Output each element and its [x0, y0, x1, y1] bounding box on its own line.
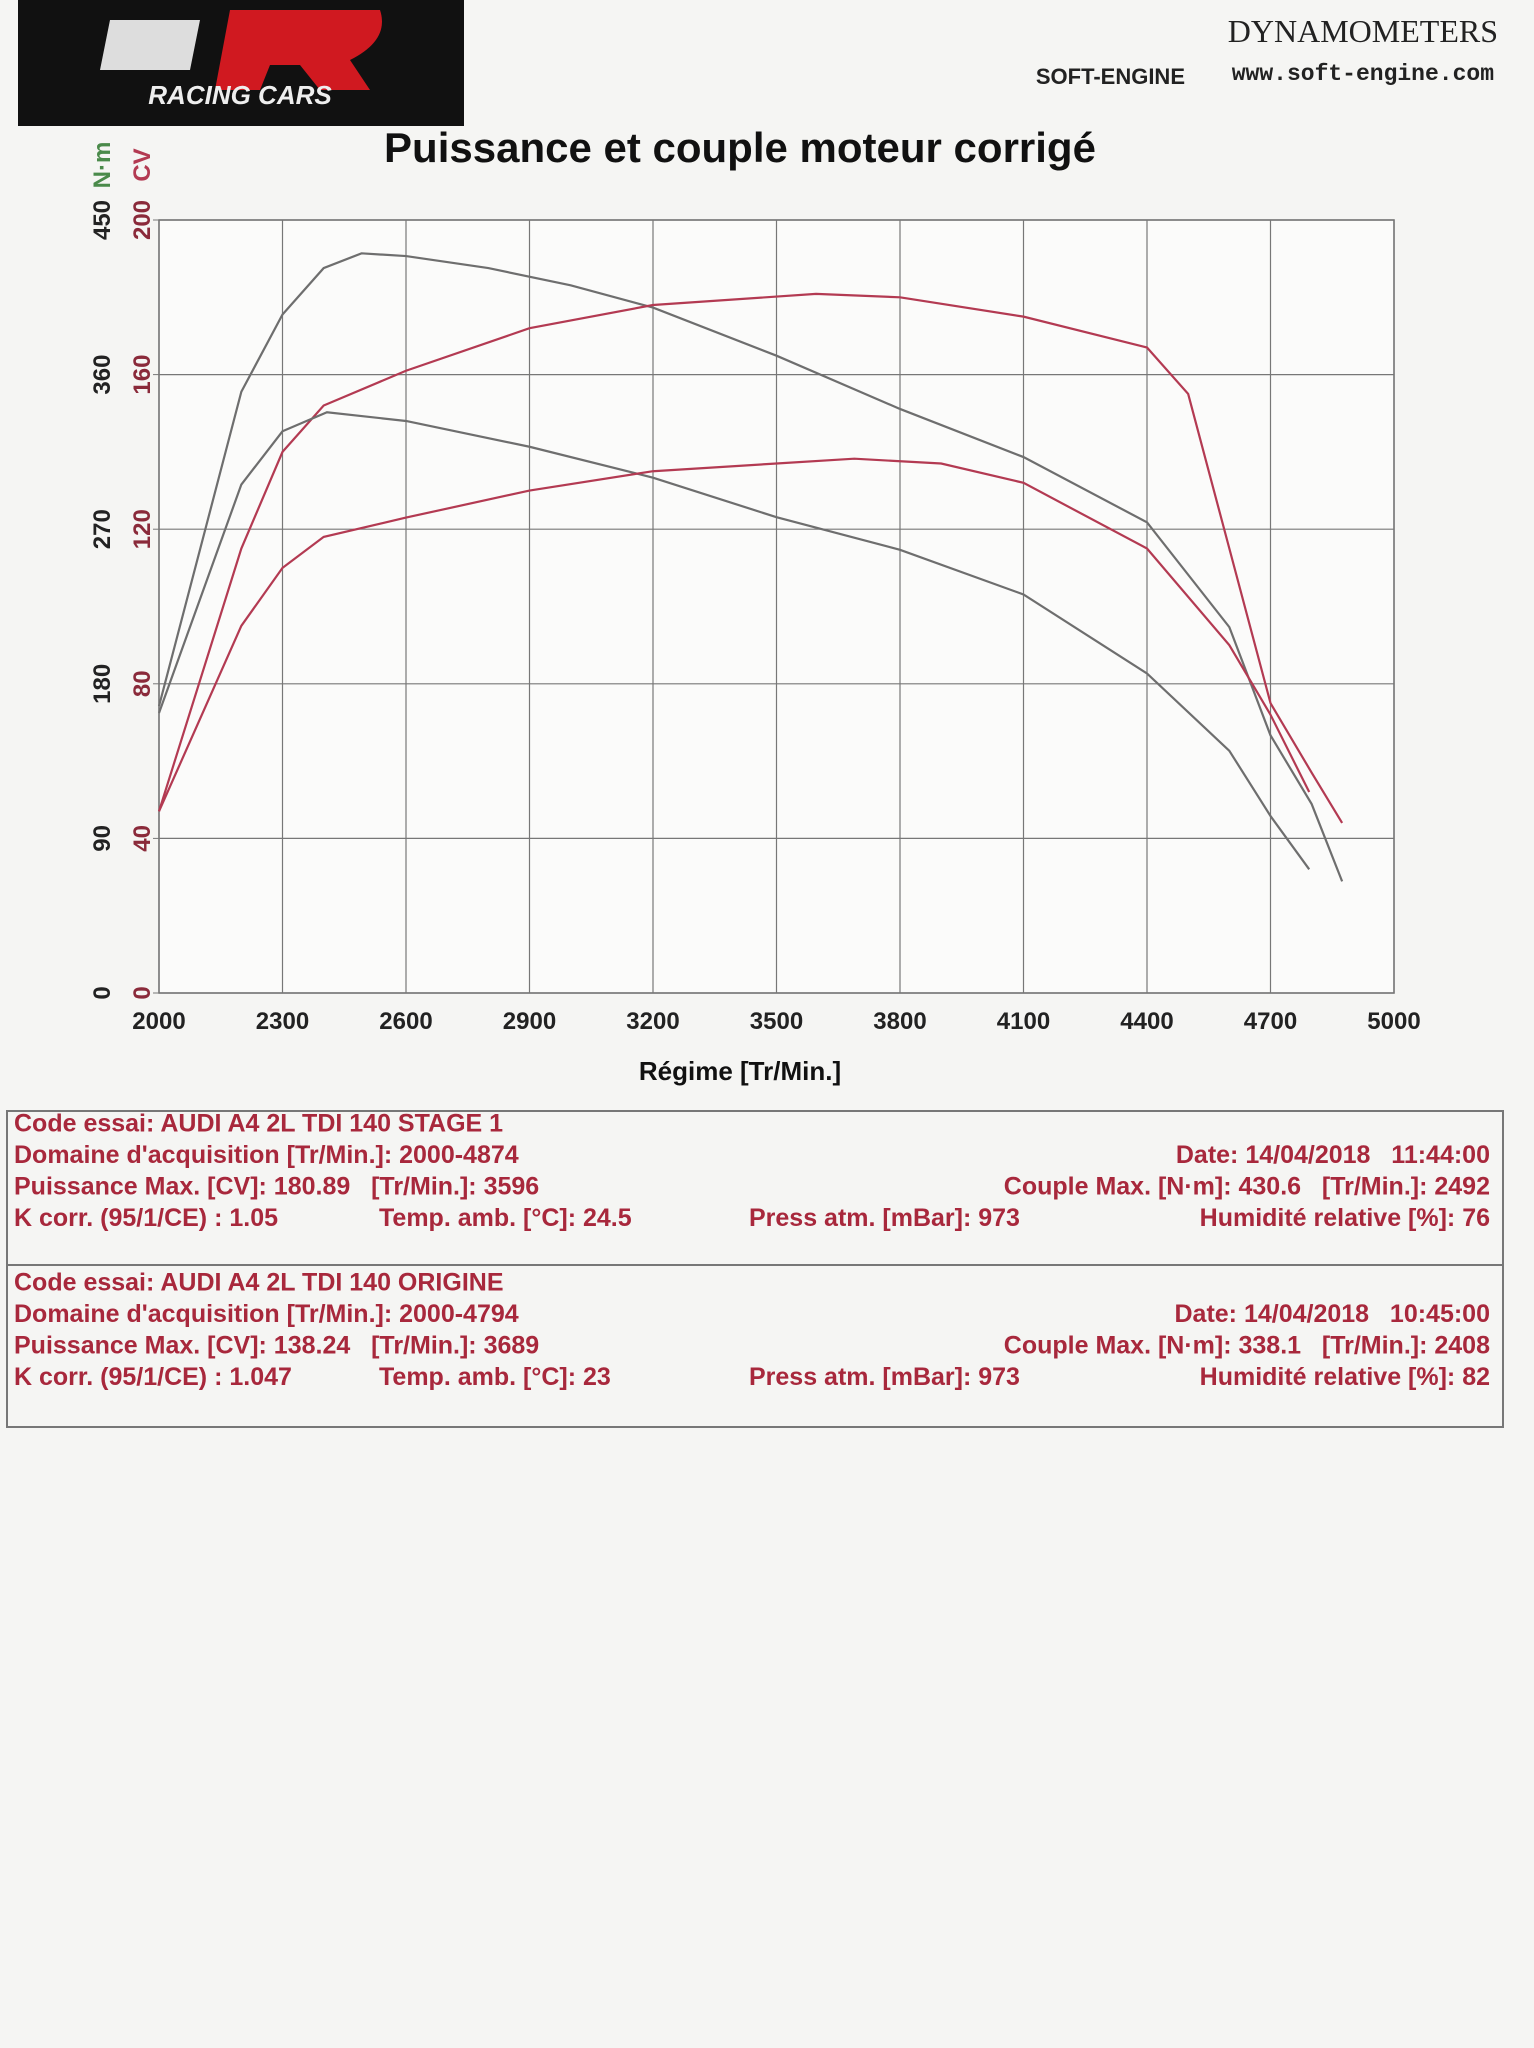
info-temp: Temp. amb. [°C]: 23: [379, 1363, 611, 1391]
x-tick-label: 5000: [1367, 1008, 1420, 1035]
x-tick-label: 2900: [503, 1008, 556, 1035]
info-humidite: Humidité relative [%]: 76: [1200, 1204, 1490, 1232]
chart-title: Puissance et couple moteur corrigé: [384, 124, 1096, 171]
x-tick-label: 2000: [132, 1008, 185, 1035]
x-tick-label: 3200: [626, 1008, 679, 1035]
info-kcorr: K corr. (95/1/CE) : 1.047: [14, 1363, 292, 1391]
info-humidite: Humidité relative [%]: 82: [1200, 1363, 1490, 1391]
info-couple: Couple Max. [N·m]: 338.1 [Tr/Min.]: 2408: [1004, 1332, 1490, 1360]
brand: DYNAMOMETERS: [1228, 13, 1498, 49]
y-tick-label: 360: [89, 355, 116, 395]
info-code: Code essai: AUDI A4 2L TDI 140 STAGE 1: [14, 1110, 503, 1138]
x-tick-label: 4100: [997, 1008, 1050, 1035]
info-date: Date: 14/04/2018 11:44:00: [1176, 1141, 1490, 1169]
logo-r: [215, 10, 382, 90]
y2-tick-label: 0: [129, 986, 156, 999]
y2-tick-label: 160: [129, 355, 156, 395]
series-line: [157, 457, 1311, 812]
y-tick-label: 450: [89, 200, 116, 240]
info-domaine: Domaine d'acquisition [Tr/Min.]: 2000-47…: [14, 1300, 519, 1328]
info-code: Code essai: AUDI A4 2L TDI 140 ORIGINE: [14, 1269, 504, 1297]
info-puissance: Puissance Max. [CV]: 138.24 [Tr/Min.]: 3…: [14, 1332, 539, 1360]
x-tick-label: 3800: [873, 1008, 926, 1035]
info-puissance: Puissance Max. [CV]: 180.89 [Tr/Min.]: 3…: [14, 1173, 539, 1201]
info-press: Press atm. [mBar]: 973: [749, 1204, 1020, 1232]
info-press: Press atm. [mBar]: 973: [749, 1363, 1020, 1391]
info-domaine: Domaine d'acquisition [Tr/Min.]: 2000-48…: [14, 1141, 519, 1169]
url: www.soft-engine.com: [1232, 61, 1494, 87]
y2-tick-label: 120: [129, 509, 156, 549]
x-axis-label: Régime [Tr/Min.]: [639, 1056, 841, 1086]
y-tick-label: 270: [89, 509, 116, 549]
y2-axis-label: CV: [129, 148, 156, 181]
y-tick-label: 90: [89, 825, 116, 852]
info-date: Date: 14/04/2018 10:45:00: [1175, 1300, 1491, 1328]
y-tick-label: 180: [89, 664, 116, 704]
info-box: [6, 1110, 1504, 1428]
logo-text: RACING CARS: [148, 80, 332, 110]
brand-mark: SOFT-ENGINE: [1036, 64, 1185, 89]
info-couple: Couple Max. [N·m]: 430.6 [Tr/Min.]: 2492: [1004, 1173, 1490, 1201]
x-tick-label: 2300: [256, 1008, 309, 1035]
info-kcorr: K corr. (95/1/CE) : 1.05: [14, 1204, 278, 1232]
y2-tick-label: 40: [129, 825, 156, 852]
y2-tick-label: 80: [129, 670, 156, 697]
x-tick-label: 4700: [1244, 1008, 1297, 1035]
y-tick-label: 0: [89, 986, 116, 999]
logo-flag: [100, 20, 200, 70]
series-line: [157, 292, 1344, 824]
series-line: [157, 411, 1311, 870]
info-temp: Temp. amb. [°C]: 24.5: [379, 1204, 632, 1232]
x-tick-label: 3500: [750, 1008, 803, 1035]
x-tick-label: 2600: [379, 1008, 432, 1035]
series-line: [157, 252, 1344, 882]
y-axis-label: N·m: [89, 142, 116, 189]
y2-tick-label: 200: [129, 200, 156, 240]
x-tick-label: 4400: [1120, 1008, 1173, 1035]
